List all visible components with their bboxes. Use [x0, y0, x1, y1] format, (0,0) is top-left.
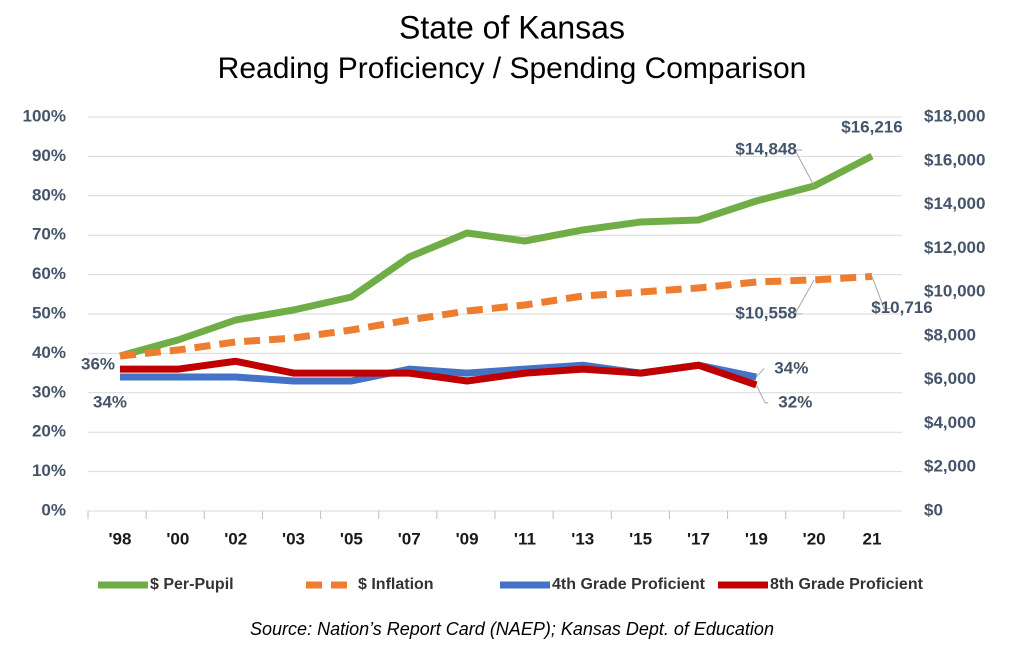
y-tick-label: 10% [32, 461, 66, 480]
y-tick-label: 0% [41, 500, 66, 519]
leader-line [755, 384, 769, 404]
y2-tick-label: $14,000 [924, 194, 985, 213]
series-line [119, 272, 873, 360]
y-tick-label: 40% [32, 343, 66, 362]
data-label: $14,848 [735, 139, 796, 158]
y-tick-label: 100% [23, 106, 66, 125]
chart-title: State of Kansas [399, 9, 625, 45]
leader-line [755, 368, 765, 378]
x-tick-label: '03 [282, 529, 305, 548]
x-tick-label: '17 [687, 529, 710, 548]
x-tick-label: '09 [456, 529, 479, 548]
x-tick-label: '11 [514, 529, 536, 548]
series-line [119, 152, 874, 360]
x-tick-label: 21 [863, 529, 882, 548]
x-tick-label: '20 [803, 529, 826, 548]
data-label: 36% [81, 355, 115, 374]
leader-line [794, 279, 815, 315]
y2-tick-label: $6,000 [924, 369, 976, 388]
y2-tick-label: $2,000 [924, 457, 976, 476]
x-tick-label: '00 [166, 529, 189, 548]
y2-tick-label: $16,000 [924, 150, 985, 169]
data-label: $10,716 [871, 298, 932, 317]
x-tick-label: '15 [629, 529, 652, 548]
y-tick-label: 80% [32, 185, 66, 204]
data-label: $16,216 [841, 118, 902, 137]
x-tick-label: '19 [745, 529, 768, 548]
y-tick-label: 30% [32, 382, 66, 401]
x-tick-label: '98 [109, 529, 132, 548]
y2-tick-label: $8,000 [924, 325, 976, 344]
legend-label: $ Inflation [358, 576, 434, 593]
y-tick-label: 20% [32, 422, 66, 441]
y-tick-label: 60% [32, 264, 66, 283]
x-tick-label: '05 [340, 529, 363, 548]
chart-subtitle: Reading Proficiency / Spending Compariso… [218, 52, 807, 85]
y2-tick-label: $12,000 [924, 238, 985, 257]
y2-tick-label: $10,000 [924, 282, 985, 301]
leader-line [794, 149, 815, 187]
x-tick-label: '07 [398, 529, 421, 548]
y2-tick-label: $0 [924, 500, 943, 519]
series-line [120, 357, 758, 389]
data-label: 34% [93, 393, 127, 412]
y2-tick-label: $18,000 [924, 106, 985, 125]
data-label: 34% [774, 359, 808, 378]
source-note: Source: Nation’s Report Card (NAEP); Kan… [250, 619, 774, 639]
y2-tick-label: $4,000 [924, 413, 976, 432]
y-tick-label: 90% [32, 146, 66, 165]
legend-label: $ Per-Pupil [150, 576, 234, 593]
x-tick-label: '02 [224, 529, 247, 548]
y-tick-label: 50% [32, 303, 66, 322]
x-tick-label: '13 [571, 529, 594, 548]
legend-label: 8th Grade Proficient [770, 576, 924, 593]
y-tick-label: 70% [32, 225, 66, 244]
data-label: $10,558 [735, 303, 796, 322]
leader-line [871, 276, 892, 309]
data-label: 32% [778, 392, 812, 411]
legend-label: 4th Grade Proficient [552, 576, 706, 593]
